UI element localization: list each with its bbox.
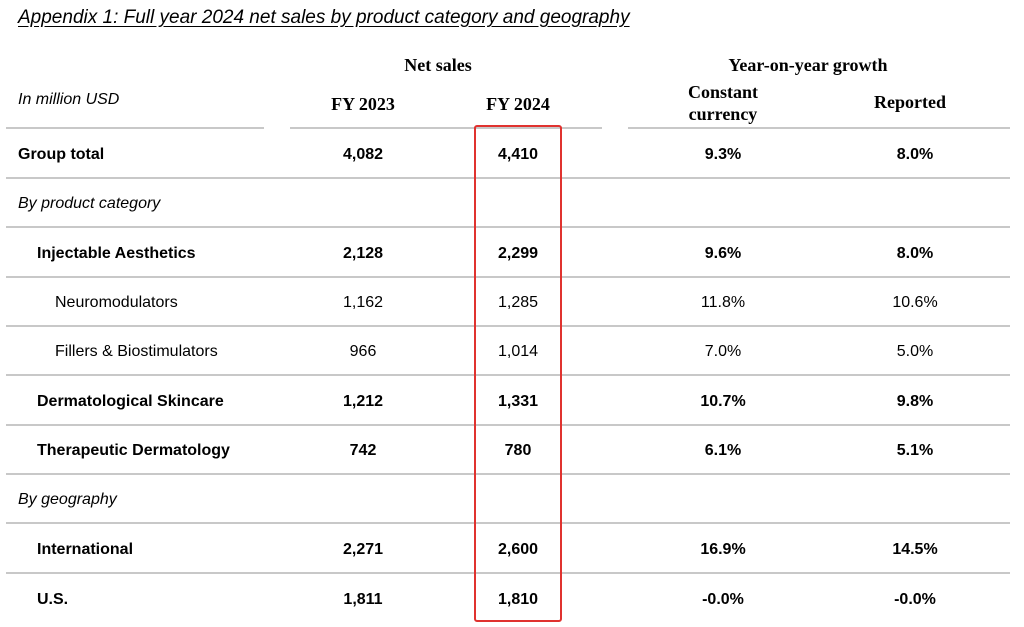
row-rule — [6, 572, 1010, 574]
cell-therapeutic-cc: 6.1% — [704, 442, 742, 459]
header-rule-growth — [628, 127, 1010, 129]
cell-skincare-fy2023: 1,212 — [342, 393, 384, 410]
header-rule-label — [6, 127, 264, 129]
cell-fillers-cc: 7.0% — [704, 343, 742, 360]
cell-international-cc: 16.9% — [700, 541, 746, 558]
constant-currency-line2: currency — [688, 104, 758, 124]
cell-international-fy2023: 2,271 — [342, 541, 384, 558]
cell-neuromodulators-reported: 10.6% — [892, 294, 938, 311]
cell-injectable-fy2023: 2,128 — [342, 245, 384, 262]
cell-neuromodulators-fy2024: 1,285 — [497, 294, 539, 311]
row-label-international: International — [37, 541, 134, 558]
cell-us-fy2023: 1,811 — [343, 591, 383, 608]
cell-us-cc: -0.0% — [702, 591, 744, 608]
cell-therapeutic-fy2023: 742 — [349, 442, 377, 459]
row-label-us: U.S. — [37, 591, 69, 608]
cell-skincare-cc: 10.7% — [700, 393, 746, 410]
cell-us-fy2024: 1,810 — [497, 591, 539, 608]
yoy-growth-heading: Year-on-year growth — [728, 55, 888, 75]
constant-currency-line1: Constant — [687, 82, 759, 102]
cell-group-total-cc: 9.3% — [704, 146, 742, 163]
cell-therapeutic-reported: 5.1% — [896, 442, 934, 459]
row-rule — [6, 226, 1010, 228]
fy2024-header: FY 2024 — [486, 94, 550, 114]
cell-fillers-reported: 5.0% — [896, 343, 934, 360]
cell-group-total-fy2023: 4,082 — [342, 146, 384, 163]
cell-neuromodulators-cc: 11.8% — [700, 294, 746, 311]
cell-injectable-reported: 8.0% — [896, 245, 934, 262]
cell-fillers-fy2023: 966 — [349, 343, 377, 360]
cell-neuromodulators-fy2023: 1,162 — [342, 294, 384, 311]
net-sales-heading: Net sales — [404, 55, 472, 75]
fy2023-header: FY 2023 — [331, 94, 395, 114]
row-rule — [6, 424, 1010, 426]
row-label-group-total: Group total — [18, 146, 105, 163]
cell-skincare-reported: 9.8% — [896, 393, 934, 410]
cell-therapeutic-fy2024: 780 — [504, 442, 532, 459]
row-rule — [6, 325, 1010, 327]
row-rule — [6, 177, 1010, 179]
unit-label: In million USD — [18, 91, 120, 108]
cell-international-fy2024: 2,600 — [497, 541, 539, 558]
row-label-therapeutic-dermatology: Therapeutic Dermatology — [37, 442, 230, 459]
row-rule — [6, 522, 1010, 524]
row-rule — [6, 374, 1010, 376]
row-rule — [6, 276, 1010, 278]
cell-fillers-fy2024: 1,014 — [497, 343, 539, 360]
row-label-injectable-aesthetics: Injectable Aesthetics — [37, 245, 196, 262]
constant-currency-header: Constant currency — [688, 81, 758, 125]
header-rule-net-sales — [290, 127, 602, 129]
cell-skincare-fy2024: 1,331 — [497, 393, 539, 410]
section-label-geography: By geography — [18, 491, 117, 508]
cell-injectable-cc: 9.6% — [704, 245, 742, 262]
row-label-dermatological-skincare: Dermatological Skincare — [37, 393, 224, 410]
row-label-neuromodulators: Neuromodulators — [55, 294, 178, 311]
cell-group-total-reported: 8.0% — [896, 146, 934, 163]
appendix-title: Appendix 1: Full year 2024 net sales by … — [18, 7, 630, 28]
fy2024-highlight-box — [474, 125, 562, 622]
cell-us-reported: -0.0% — [894, 591, 936, 608]
row-rule — [6, 473, 1010, 475]
cell-group-total-fy2024: 4,410 — [497, 146, 539, 163]
cell-injectable-fy2024: 2,299 — [497, 245, 539, 262]
row-label-fillers: Fillers & Biostimulators — [55, 343, 218, 360]
cell-international-reported: 14.5% — [892, 541, 938, 558]
reported-header: Reported — [874, 92, 946, 112]
section-label-product-category: By product category — [18, 195, 161, 212]
